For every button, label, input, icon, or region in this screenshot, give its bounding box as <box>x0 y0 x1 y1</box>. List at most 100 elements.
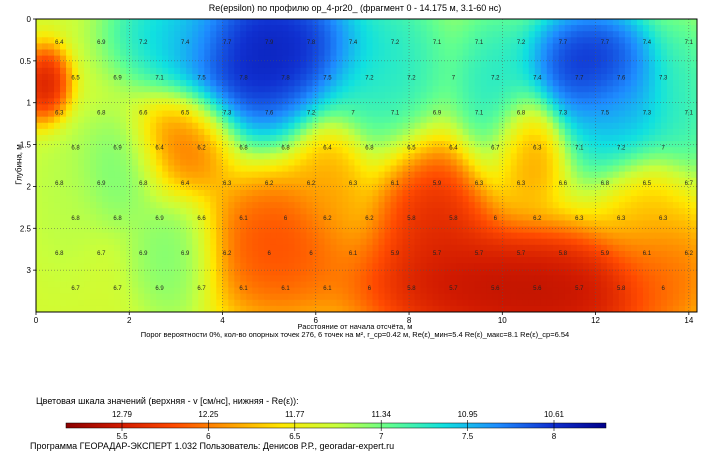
heatmap-cell <box>318 238 326 246</box>
heatmap-cell <box>204 122 211 130</box>
heatmap-cell <box>384 257 392 264</box>
heatmap-cell <box>54 226 61 234</box>
heatmap-cell <box>168 128 175 136</box>
heatmap-cell <box>552 147 560 154</box>
heatmap-cell <box>216 208 223 215</box>
heatmap-cell <box>486 80 494 87</box>
heatmap-cell <box>432 189 440 197</box>
heatmap-cell <box>582 110 590 118</box>
heatmap-cell <box>48 31 55 38</box>
heatmap-cell <box>516 86 524 93</box>
heatmap-cell <box>288 49 295 57</box>
heatmap-cell <box>372 110 380 118</box>
heatmap-cell <box>348 257 356 264</box>
heatmap-cell <box>354 61 362 69</box>
heatmap-cell <box>246 98 253 106</box>
heatmap-cell <box>318 134 326 142</box>
heatmap-cell <box>138 208 145 215</box>
heatmap-cell <box>648 73 656 81</box>
program-footer: Программа ГЕОРАДАР-ЭКСПЕРТ 1.032 Пользов… <box>30 441 395 451</box>
heatmap-cell <box>234 61 241 69</box>
heatmap-cell <box>498 238 506 246</box>
heatmap-cell <box>408 226 416 234</box>
heatmap-cell <box>264 165 271 173</box>
heatmap-cell <box>504 226 512 234</box>
heatmap-cell <box>108 153 115 160</box>
heatmap-cell <box>540 55 548 63</box>
heatmap-cell <box>360 183 368 191</box>
heatmap-cell <box>132 134 139 142</box>
heatmap-cell <box>618 73 626 81</box>
heatmap-cell <box>252 73 259 81</box>
heatmap-cell <box>534 177 542 185</box>
heatmap-cell <box>426 281 434 289</box>
heatmap-cell <box>360 171 368 179</box>
heatmap-cell <box>516 220 524 228</box>
heatmap-cell <box>222 134 229 142</box>
heatmap-cell <box>240 49 247 57</box>
heatmap-cell <box>258 232 265 240</box>
heatmap-cell <box>378 37 386 45</box>
heatmap-cell <box>402 98 410 106</box>
heatmap-cell <box>480 244 488 252</box>
heatmap-cell <box>198 67 205 75</box>
heatmap-cell <box>564 55 572 63</box>
heatmap-cell <box>90 196 97 203</box>
heatmap-cell <box>264 189 271 197</box>
heatmap-cell <box>570 25 578 32</box>
heatmap-cell <box>510 177 518 185</box>
heatmap-cell <box>348 25 356 32</box>
heatmap-cell <box>252 263 259 270</box>
heatmap-cell <box>126 244 133 252</box>
heatmap-cell <box>402 147 410 154</box>
heatmap-cell <box>546 250 554 258</box>
heatmap-cell <box>276 110 283 118</box>
heatmap-cell <box>444 67 452 75</box>
heatmap-cell <box>216 232 223 240</box>
heatmap-cell <box>138 49 145 57</box>
heatmap-cell <box>432 110 440 118</box>
heatmap-cell <box>366 220 374 228</box>
heatmap-cell <box>690 122 697 130</box>
heatmap-cell <box>288 214 295 222</box>
heatmap-cell <box>480 183 488 191</box>
heatmap-cell <box>504 98 512 106</box>
heatmap-cell <box>276 73 283 81</box>
heatmap-cell <box>648 171 656 179</box>
heatmap-cell <box>348 250 356 258</box>
heatmap-cell <box>456 134 464 142</box>
heatmap-cell <box>36 183 43 191</box>
heatmap-cell <box>690 153 697 160</box>
heatmap-cell <box>498 61 506 69</box>
heatmap-cell <box>228 177 235 185</box>
heatmap-cell <box>402 214 410 222</box>
heatmap-cell <box>192 226 199 234</box>
heatmap-cell <box>252 183 259 191</box>
heatmap-cell <box>480 104 488 112</box>
heatmap-cell <box>228 287 235 295</box>
heatmap-cell <box>156 165 163 173</box>
heatmap-cell <box>510 141 518 148</box>
heatmap-cell <box>450 55 458 63</box>
heatmap-cell <box>78 98 85 106</box>
heatmap-cell <box>540 43 548 51</box>
heatmap-cell <box>234 202 241 209</box>
heatmap-cell <box>468 244 476 252</box>
heatmap-cell <box>480 189 488 197</box>
heatmap-cell <box>264 263 271 270</box>
heatmap-cell <box>636 73 644 81</box>
heatmap-cell <box>156 49 163 57</box>
heatmap-cell <box>426 122 434 130</box>
heatmap-cell <box>432 257 440 264</box>
heatmap-cell <box>618 55 626 63</box>
heatmap-cell <box>516 25 524 32</box>
heatmap-cell <box>546 19 554 26</box>
heatmap-cell <box>156 80 163 87</box>
heatmap-cell <box>546 80 554 87</box>
heatmap-cell <box>690 159 697 167</box>
heatmap-cell <box>486 214 494 222</box>
heatmap-cell <box>180 153 187 160</box>
heatmap-cell <box>126 165 133 173</box>
heatmap-cell <box>690 269 697 276</box>
heatmap-cell <box>360 165 368 173</box>
